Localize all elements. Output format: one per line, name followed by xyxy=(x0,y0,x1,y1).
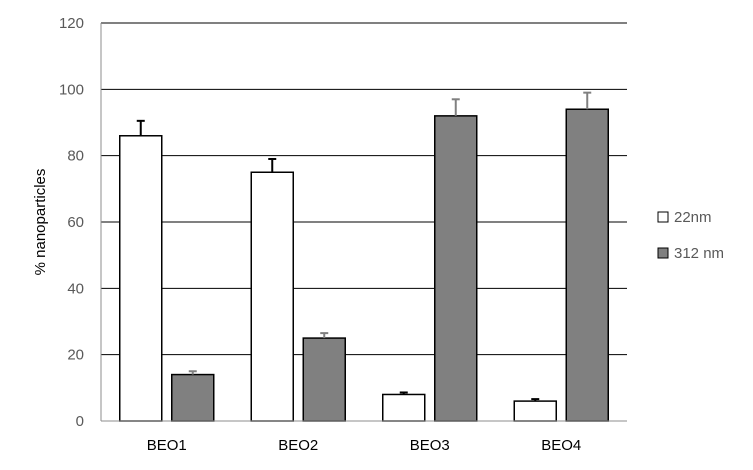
bar xyxy=(434,115,478,422)
gridlines xyxy=(101,22,627,356)
x-category-label: BEO3 xyxy=(410,437,450,454)
bar xyxy=(119,135,163,422)
y-tick-label: 0 xyxy=(76,413,84,430)
legend-label: 312 nm xyxy=(674,245,724,262)
y-tick-label: 60 xyxy=(67,214,84,231)
error-bars xyxy=(136,91,592,402)
bar xyxy=(565,108,609,422)
x-category-label: BEO1 xyxy=(147,437,187,454)
x-category-label: BEO2 xyxy=(278,437,318,454)
y-tick-label: 40 xyxy=(67,280,84,297)
bar xyxy=(171,373,215,422)
legend: 22nm 312 nm xyxy=(657,209,724,262)
y-tick-label: 80 xyxy=(67,148,84,165)
bar xyxy=(382,393,426,422)
bar xyxy=(513,400,557,422)
x-axis-categories: BEO1 BEO2 BEO3 BEO4 xyxy=(147,437,582,454)
legend-swatch xyxy=(657,211,669,223)
bar xyxy=(302,337,346,422)
y-axis-label: % nanoparticles xyxy=(32,169,49,276)
y-tick-label: 100 xyxy=(59,81,84,98)
x-category-label: BEO4 xyxy=(541,437,581,454)
legend-swatch xyxy=(657,247,669,259)
legend-label: 22nm xyxy=(674,209,712,226)
y-axis-ticks: 0 20 40 60 80 100 120 xyxy=(59,15,84,430)
y-tick-label: 20 xyxy=(67,347,84,364)
y-tick-label: 120 xyxy=(59,15,84,32)
bar xyxy=(250,171,294,422)
